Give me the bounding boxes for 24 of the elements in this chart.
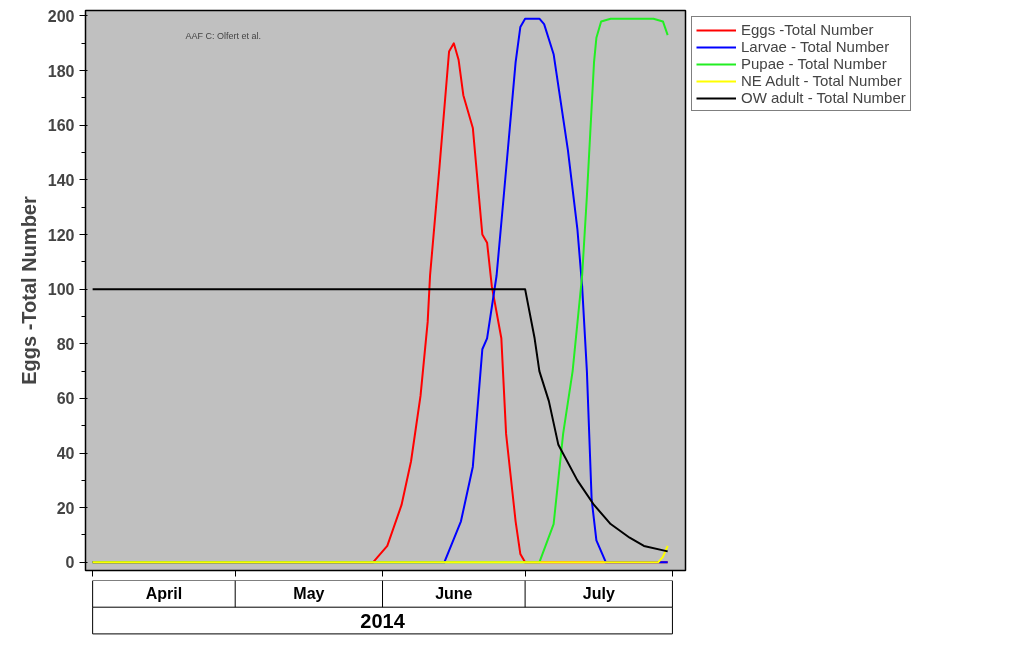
legend-label: Pupae - Total Number (741, 55, 887, 72)
y-tick-label: 80 (56, 335, 75, 353)
y-tick-label: 200 (47, 7, 75, 25)
x-tick-label: April (145, 585, 183, 603)
y-axis-title: Eggs -Total Number (17, 196, 40, 385)
y-tick-label: 180 (47, 62, 75, 80)
y-tick-label: 140 (47, 171, 75, 189)
legend-label: NE Adult - Total Number (741, 72, 902, 89)
annotation: AAF C: Olfert et al. (185, 30, 262, 41)
x-tick-label: May (293, 585, 325, 603)
y-tick-label: 0 (65, 554, 75, 572)
x-axis-title: 2014 (360, 609, 406, 632)
legend-label: Larvae - Total Number (741, 38, 890, 55)
y-tick-label: 120 (47, 226, 75, 244)
y-tick-label: 100 (47, 281, 75, 299)
y-tick-label: 40 (56, 445, 75, 463)
legend-label: Eggs -Total Number (741, 21, 874, 38)
x-tick-label: June (435, 585, 473, 603)
x-tick-label: July (582, 585, 615, 603)
line-series (91, 288, 669, 553)
y-tick-label: 20 (56, 499, 75, 517)
legend-label: OW adult - Total Number (741, 89, 906, 106)
y-tick-label: 160 (47, 117, 75, 135)
y-tick-label: 60 (56, 390, 75, 408)
